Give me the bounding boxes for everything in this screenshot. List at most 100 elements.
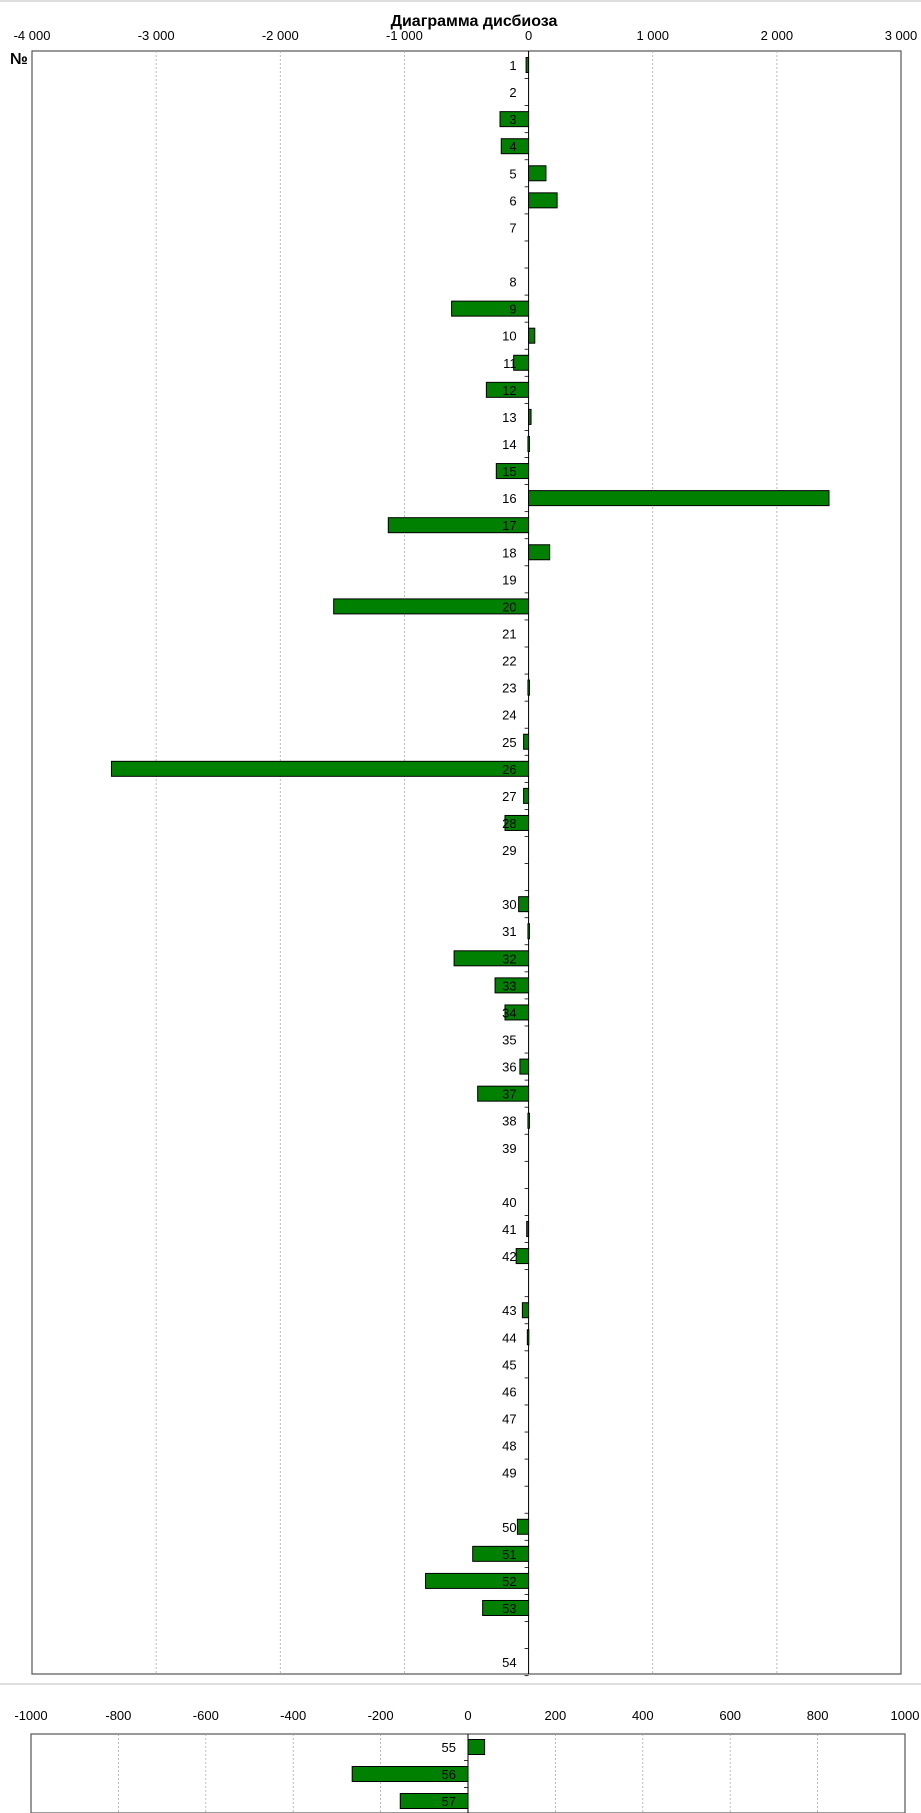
x-tick-label: -800 — [105, 1708, 131, 1723]
bar — [523, 787, 530, 804]
bar — [528, 165, 547, 182]
row-label: 8 — [509, 275, 516, 290]
bar — [525, 57, 530, 73]
bar — [528, 327, 536, 344]
bar — [527, 435, 530, 452]
row-label: 48 — [502, 1439, 516, 1454]
row-label: 20 — [502, 599, 516, 614]
bar — [110, 760, 530, 777]
row-label: 49 — [502, 1466, 516, 1481]
row-label: 24 — [502, 708, 516, 723]
x-tick-label: 400 — [632, 1708, 654, 1723]
row-label: 47 — [502, 1412, 516, 1427]
x-tick-label: -1000 — [14, 1708, 47, 1723]
row-label: 53 — [502, 1601, 516, 1616]
bar — [387, 517, 530, 534]
x-tick-label: -4 000 — [14, 28, 51, 43]
row-label: 25 — [502, 735, 516, 750]
secondary-chart: -1000 -800 -600 -400 -200 0 200 400 600 800 1000 5… — [14, 1708, 919, 1813]
row-label: 1 — [509, 58, 516, 73]
row-label: 43 — [502, 1303, 516, 1318]
row-label: 42 — [502, 1249, 516, 1264]
row-label: 19 — [502, 572, 516, 587]
bar — [526, 1329, 530, 1346]
row-label: 39 — [502, 1141, 516, 1156]
bar — [351, 1766, 469, 1782]
bar — [528, 544, 551, 561]
grid — [31, 50, 902, 1677]
main-chart: Диаграмма дисбиоза № -4 000 -3 000 -2 000-… — [10, 13, 918, 1677]
bar — [527, 923, 530, 940]
row-label: 13 — [502, 410, 516, 425]
x-tick-label: 3 000 — [885, 28, 918, 43]
row-label: 33 — [502, 978, 516, 993]
bar — [519, 1058, 530, 1075]
row-label: 45 — [502, 1357, 516, 1372]
row-label: 35 — [502, 1033, 516, 1048]
row-label: 2 — [509, 85, 516, 100]
row-label: 5 — [509, 166, 516, 181]
bar — [333, 598, 530, 615]
row-label: 56 — [442, 1767, 456, 1782]
bar — [504, 814, 530, 831]
bar — [495, 463, 530, 480]
bar — [472, 1545, 530, 1562]
row-number-header: № — [10, 51, 28, 68]
bar — [494, 977, 530, 994]
bar — [399, 1793, 469, 1809]
row-labels: 55 56 57 — [442, 1740, 456, 1809]
row-label: 16 — [502, 491, 516, 506]
bar — [467, 1739, 486, 1755]
row-label: 27 — [502, 789, 516, 804]
bar — [527, 1112, 530, 1129]
x-axis-tick-labels: -1000 -800 -600 -400 -200 0 200 400 600 800 1000 — [14, 1708, 919, 1723]
row-label: 11 — [503, 356, 517, 371]
row-labels: 1234567891011121314151617181920212223242… — [502, 58, 516, 1670]
plot-frame — [31, 50, 902, 1675]
row-label: 15 — [502, 464, 516, 479]
row-label: 38 — [502, 1114, 516, 1129]
bar — [504, 1004, 530, 1021]
row-label: 28 — [502, 816, 516, 831]
x-tick-label: 0 — [525, 28, 532, 43]
row-label: 36 — [502, 1060, 516, 1075]
bar — [527, 679, 530, 696]
bar — [515, 1248, 530, 1265]
row-label: 57 — [442, 1794, 456, 1809]
bar — [453, 950, 530, 967]
x-tick-label: 1 000 — [636, 28, 669, 43]
row-label: 41 — [502, 1222, 516, 1237]
bar — [516, 1518, 530, 1535]
bar — [482, 1599, 530, 1616]
x-tick-label: -600 — [193, 1708, 219, 1723]
row-label: 50 — [502, 1520, 516, 1535]
bar — [526, 1221, 530, 1238]
row-label: 7 — [509, 220, 516, 235]
chart-title: Диаграмма дисбиоза — [391, 13, 558, 30]
x-tick-label: -400 — [280, 1708, 306, 1723]
x-tick-label: 0 — [464, 1708, 471, 1723]
row-label: 51 — [502, 1547, 516, 1562]
row-label: 17 — [502, 518, 516, 533]
x-tick-label: 800 — [807, 1708, 829, 1723]
row-label: 14 — [502, 437, 516, 452]
x-tick-label: -3 000 — [138, 28, 175, 43]
x-tick-label: 600 — [719, 1708, 741, 1723]
row-label: 34 — [502, 1005, 516, 1020]
row-label: 32 — [502, 951, 516, 966]
row-label: 30 — [502, 897, 516, 912]
bar — [477, 1085, 530, 1102]
row-label: 9 — [509, 302, 516, 317]
row-label: 21 — [502, 626, 516, 641]
bar — [500, 138, 530, 155]
bar — [518, 896, 530, 913]
x-tick-label: -1 000 — [386, 28, 423, 43]
row-label: 54 — [502, 1655, 516, 1670]
row-label: 31 — [502, 924, 516, 939]
bar — [521, 1302, 530, 1319]
x-tick-label: -200 — [368, 1708, 394, 1723]
row-label: 37 — [502, 1087, 516, 1102]
x-axis-tick-labels: -4 000 -3 000 -2 000 -1 000 0 1 000 2 000 3 000 — [14, 28, 918, 43]
row-label: 12 — [502, 383, 516, 398]
